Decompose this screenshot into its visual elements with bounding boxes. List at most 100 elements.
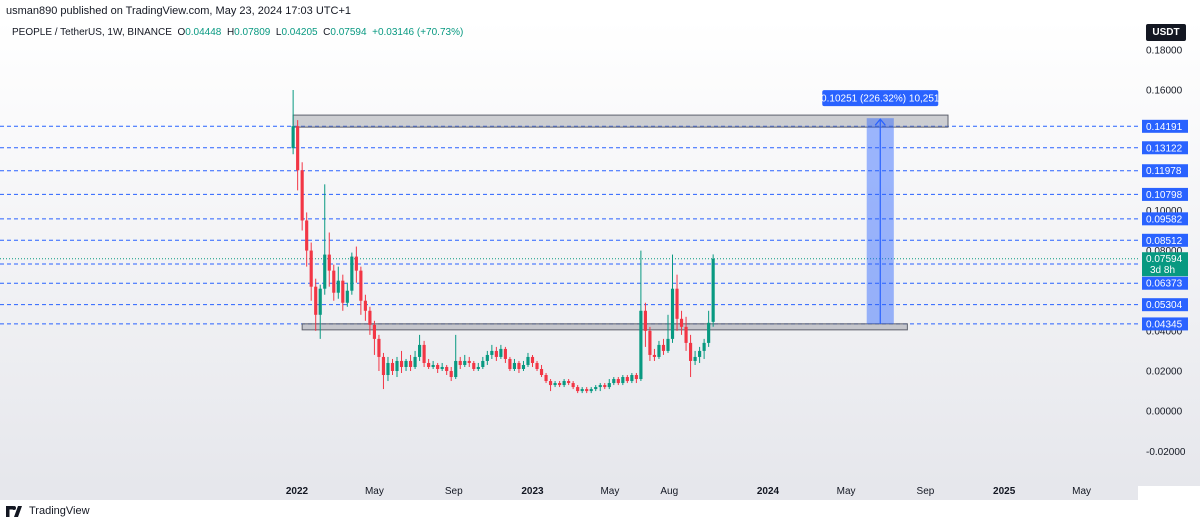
candle-body: [535, 362, 539, 369]
level-badge-text: 0.06373: [1146, 279, 1183, 290]
level-badge: [1142, 298, 1188, 312]
high-label: H: [226, 27, 235, 38]
x-axis-ticks: 2022 May Sep 2023 May Aug 2024 May Sep 2025 May: [286, 486, 1091, 497]
level-badge: [1142, 212, 1188, 226]
candle-body: [657, 344, 661, 357]
candle-body: [300, 170, 304, 221]
candle-body: [291, 126, 295, 149]
candle-body: [327, 254, 331, 271]
candles: [291, 90, 715, 394]
candle-body: [693, 356, 697, 361]
candle-body: [508, 358, 512, 369]
candle-body: [616, 379, 620, 384]
level-badge-text: 0.04345: [1146, 319, 1183, 330]
supply-demand-zones: [292, 114, 949, 331]
low-label: L: [275, 27, 282, 38]
candle-body: [562, 381, 566, 386]
candle-body: [296, 126, 300, 171]
candle-body: [395, 360, 399, 371]
candle-body: [309, 250, 313, 287]
candle-body: [603, 385, 607, 388]
candle-body: [558, 383, 562, 386]
footer: [0, 500, 1200, 526]
level-badge: [1142, 141, 1188, 155]
candle-body: [399, 360, 404, 367]
candle-body: [612, 379, 616, 384]
candle-body: [589, 389, 593, 392]
candle-body: [476, 366, 480, 369]
level-badge-text: 0.11978: [1146, 166, 1182, 177]
candle-body: [576, 387, 580, 392]
change-value: +0.03146 (+70.73%): [372, 27, 464, 38]
candlestick-chart[interactable]: 0.10251 (226.32%) 10,251 0.180000.160000…: [0, 0, 1200, 500]
candle-body: [305, 220, 309, 251]
level-badge-text: 0.09582: [1146, 214, 1183, 225]
level-badge-text: 0.14191: [1146, 122, 1183, 133]
candle-body: [332, 270, 336, 293]
price-badges: 0.14191 0.13122 0.11978 0.10798 0.09582 0.085…: [1142, 119, 1188, 331]
candle-body: [422, 344, 426, 363]
x-tick-label: May: [365, 486, 384, 497]
candle-body: [530, 356, 535, 363]
candle-body: [377, 338, 381, 357]
tradingview-logo[interactable]: TradingView: [6, 505, 90, 517]
x-tick-label: Sep: [917, 486, 935, 497]
candle-body: [318, 288, 322, 315]
candle-body: [630, 375, 634, 382]
candle-body: [386, 362, 390, 376]
candle-body: [354, 256, 358, 271]
publish-bar: usman890 published on TradingView.com, M…: [0, 0, 1200, 20]
level-badge-text: 0.08512: [1146, 236, 1183, 247]
candle-body: [539, 368, 544, 376]
y-tick-label: 0.00000: [1146, 407, 1183, 418]
candle-body: [688, 342, 693, 361]
x-tick-label: May: [1072, 486, 1091, 497]
candle-body: [454, 360, 458, 378]
y-tick-label: 0.08000: [1146, 246, 1183, 257]
candle-body: [390, 362, 395, 371]
candle-body: [427, 362, 431, 367]
level-badge: [1142, 233, 1188, 247]
candle-body: [512, 362, 517, 369]
symbol-legend: PEOPLE / TetherUS, 1W, BINANCE O0.04448 …: [12, 27, 463, 38]
candle-body: [661, 344, 666, 351]
candle-body: [585, 389, 589, 392]
candle-body: [413, 356, 417, 367]
measure-label: 0.10251 (226.32%) 10,251: [821, 94, 940, 105]
x-tick-label: 2025: [993, 486, 1016, 497]
level-badge: [1142, 164, 1188, 178]
zone-rectangle: [292, 114, 949, 128]
level-badge: [1142, 119, 1188, 133]
candle-body: [490, 350, 494, 355]
open-value: 0.04448: [185, 27, 222, 38]
measure-arrow-head: [874, 118, 886, 126]
candle-body: [553, 383, 557, 386]
level-badge: [1142, 317, 1188, 331]
candle-body: [494, 350, 498, 357]
chart-pane[interactable]: [0, 20, 1138, 486]
candle-body: [449, 371, 453, 378]
currency-button[interactable]: USDT: [1146, 24, 1186, 41]
candle-body: [571, 383, 575, 388]
x-tick-label: 2023: [521, 486, 544, 497]
candle-body: [711, 258, 715, 322]
low-value: 0.04205: [281, 27, 318, 38]
tradingview-icon: [6, 505, 22, 517]
y-tick-label: -0.02000: [1146, 447, 1186, 458]
candle-body: [418, 344, 422, 357]
candle-body: [445, 366, 449, 371]
candle-body: [323, 254, 327, 289]
candle-body: [707, 322, 711, 343]
close-value: 0.07594: [330, 27, 367, 38]
x-tick-label: Aug: [660, 486, 678, 497]
candle-body: [503, 348, 507, 359]
candle-body: [368, 310, 372, 325]
time-axis[interactable]: [0, 486, 1138, 500]
candle-body: [440, 366, 444, 369]
candle-body: [580, 389, 584, 392]
level-badge: [1142, 276, 1188, 290]
candle-body: [517, 362, 521, 369]
tradingview-brand: TradingView: [29, 505, 90, 517]
candle-body: [598, 385, 602, 388]
candle-body: [548, 381, 553, 386]
